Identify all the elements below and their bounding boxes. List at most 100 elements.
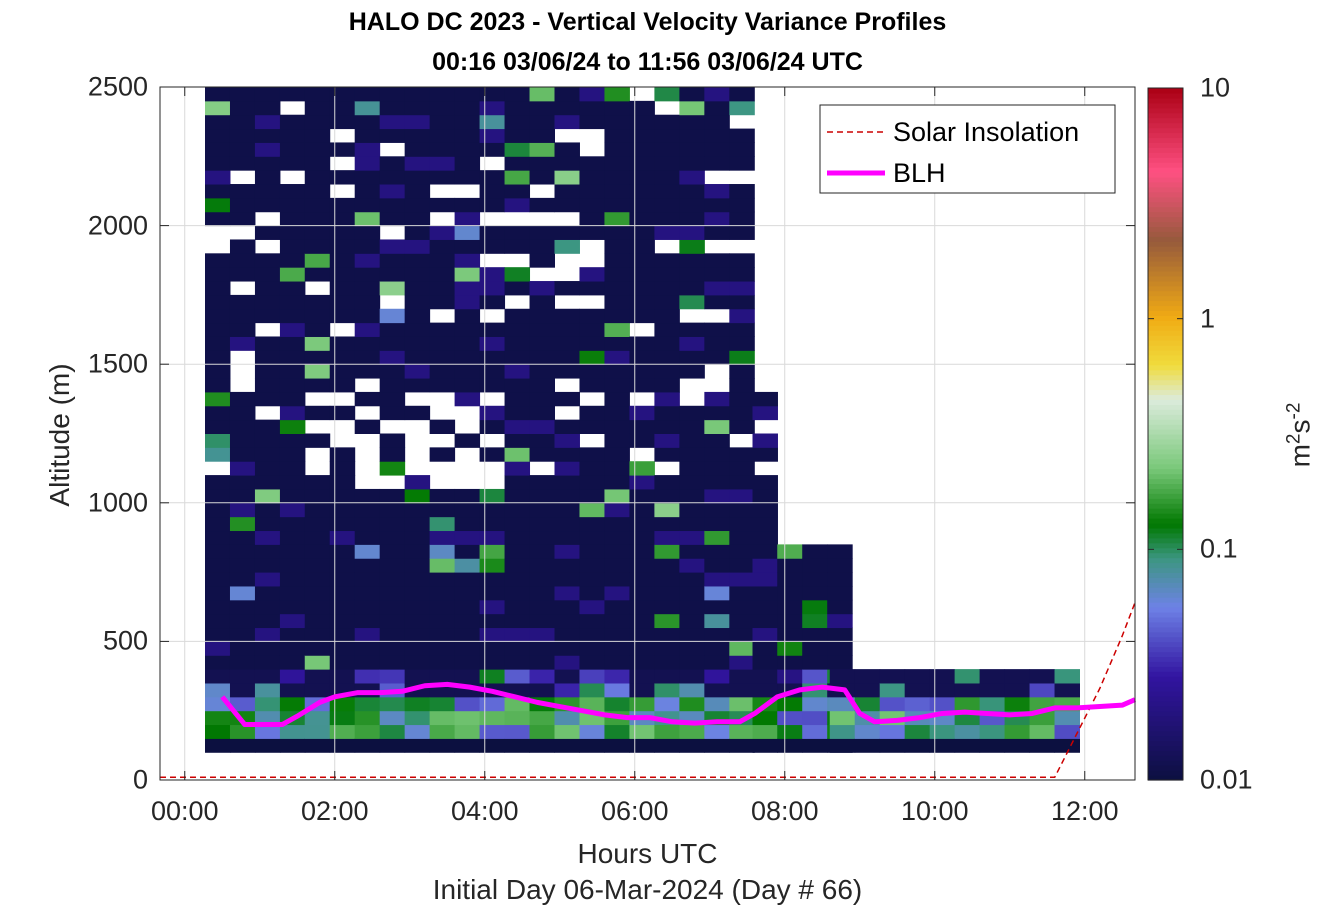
heatmap-cell — [379, 488, 406, 504]
heatmap-cell — [654, 627, 680, 642]
heatmap-cell — [254, 350, 281, 365]
heatmap-cell — [254, 142, 281, 157]
heatmap-cell — [329, 170, 356, 185]
heatmap-cell — [629, 558, 655, 573]
heatmap-cell — [205, 544, 231, 559]
heatmap-cell — [205, 724, 231, 739]
heatmap-cell — [879, 696, 906, 712]
heatmap-cell — [729, 87, 755, 102]
heatmap-cell — [304, 738, 331, 753]
heatmap-cell — [579, 516, 605, 532]
heatmap-cell — [205, 516, 231, 532]
heatmap-cell — [379, 170, 406, 185]
heatmap-cell — [654, 253, 680, 268]
heatmap-cell — [554, 447, 580, 462]
heatmap-cell — [729, 156, 755, 171]
heatmap-cell — [679, 294, 705, 310]
heatmap-cell — [329, 405, 356, 421]
heatmap-cell — [504, 738, 531, 753]
heatmap-cell — [354, 267, 381, 282]
heatmap-cell — [429, 696, 456, 712]
heatmap-cell — [679, 738, 705, 753]
heatmap-cell — [654, 488, 680, 504]
heatmap-cell — [604, 225, 630, 240]
colorbar-step — [1148, 152, 1183, 158]
colorbar-step — [1148, 503, 1183, 509]
heatmap-cell — [379, 599, 406, 615]
heatmap-cell — [229, 682, 256, 698]
colorbar-step — [1148, 369, 1183, 376]
heatmap-cell — [752, 613, 778, 629]
heatmap-cell — [679, 599, 705, 615]
heatmap-cell — [679, 322, 705, 337]
heatmap-cell — [329, 308, 356, 324]
heatmap-cell — [579, 724, 605, 739]
heatmap-cell — [329, 350, 356, 365]
heatmap-cell — [529, 364, 555, 379]
colorbar-step — [1148, 750, 1183, 756]
heatmap-cell — [729, 738, 755, 753]
heatmap-cell — [354, 391, 381, 407]
heatmap-cell — [604, 461, 630, 476]
heatmap-cell — [654, 572, 680, 587]
heatmap-cell — [229, 461, 256, 476]
heatmap-cell — [954, 738, 981, 753]
heatmap-cell — [579, 544, 605, 559]
heatmap-cell — [205, 655, 231, 670]
heatmap-cell — [604, 613, 630, 629]
heatmap-cell — [504, 502, 531, 518]
colorbar-step — [1148, 765, 1183, 771]
colorbar-step — [1148, 429, 1183, 435]
heatmap-cell — [629, 170, 655, 185]
colorbar-step — [1148, 107, 1183, 114]
heatmap-cell — [704, 322, 730, 337]
colorbar-step — [1148, 498, 1183, 504]
heatmap-cell — [504, 724, 531, 739]
heatmap-cell — [679, 128, 705, 143]
heatmap-cell — [827, 558, 853, 573]
heatmap-cell — [379, 281, 406, 296]
heatmap-cell — [379, 239, 406, 254]
heatmap-cell — [704, 128, 730, 143]
colorbar-step — [1148, 686, 1183, 692]
colorbar-label-base: m — [1284, 444, 1316, 468]
heatmap-cell — [729, 613, 755, 629]
heatmap-cell — [629, 419, 655, 434]
heatmap-cell — [604, 267, 630, 282]
heatmap-cell — [704, 433, 730, 448]
heatmap-cell — [279, 461, 306, 476]
heatmap-cell — [704, 613, 730, 629]
heatmap-cell — [654, 502, 680, 518]
heatmap-cell — [629, 281, 655, 296]
heatmap-cell — [904, 724, 931, 739]
heatmap-cell — [254, 225, 281, 240]
heatmap-cell — [529, 655, 555, 670]
heatmap-cell — [379, 267, 406, 282]
heatmap-cell — [604, 419, 630, 434]
colorbar-box — [1147, 87, 1184, 781]
heatmap-cell — [704, 530, 730, 545]
heatmap-cell — [479, 696, 506, 712]
heatmap-cell — [429, 225, 456, 240]
heatmap-cell — [329, 225, 356, 240]
colorbar-step — [1148, 389, 1183, 396]
heatmap-cell — [679, 433, 705, 448]
heatmap-cell — [205, 378, 231, 393]
heatmap-cell — [704, 461, 730, 476]
heatmap-cell — [529, 682, 555, 698]
heatmap-cell — [529, 170, 555, 185]
heatmap-cell — [354, 641, 381, 656]
heatmap-cell — [479, 267, 506, 282]
colorbar-step — [1148, 671, 1183, 677]
heatmap-cell — [529, 405, 555, 421]
heatmap-cell — [229, 585, 256, 601]
heatmap-cell — [379, 669, 406, 684]
x-tick-label: 12:00 — [1050, 796, 1119, 826]
heatmap-cell — [752, 585, 778, 601]
heatmap-cell — [304, 502, 331, 518]
heatmap-cell — [479, 669, 506, 684]
colorbar-step — [1148, 181, 1183, 188]
heatmap-cell — [704, 502, 730, 518]
colorbar-label: m2s-2 — [1283, 403, 1316, 468]
heatmap-cell — [404, 516, 431, 532]
